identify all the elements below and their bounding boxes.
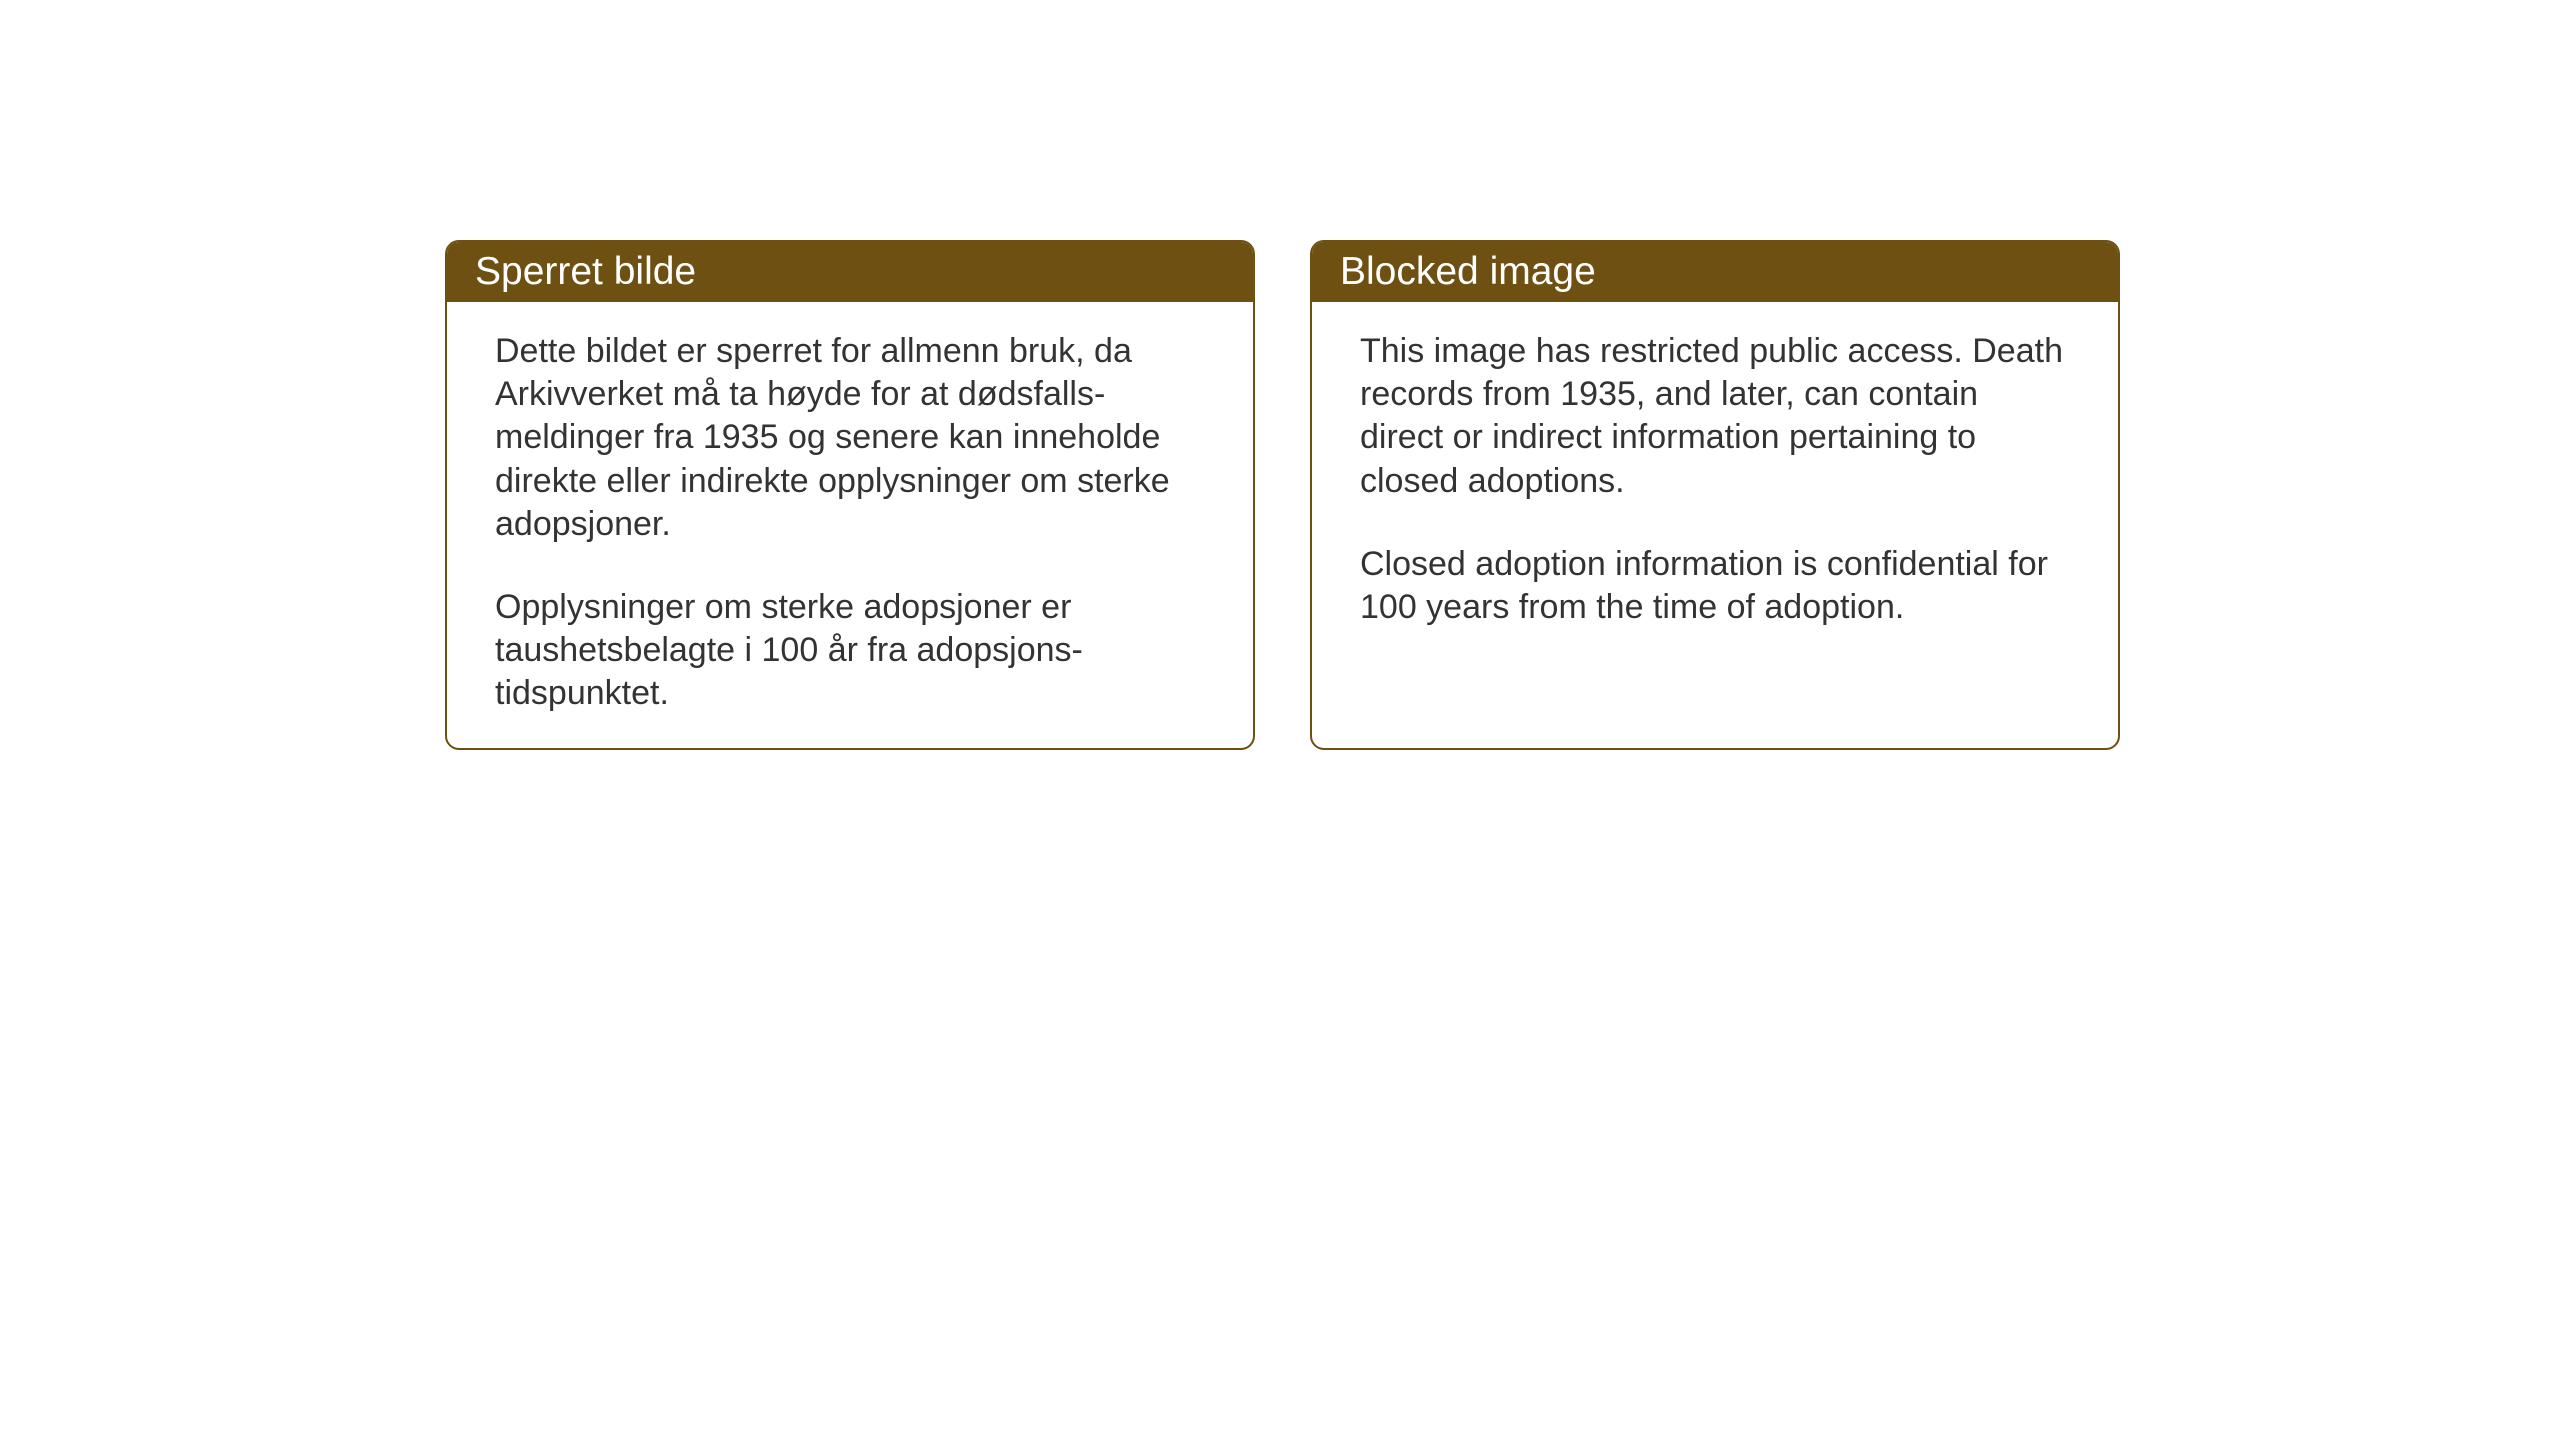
norwegian-card-title: Sperret bilde — [447, 242, 1253, 302]
english-paragraph-1: This image has restricted public access.… — [1360, 330, 2070, 503]
norwegian-paragraph-1: Dette bildet er sperret for allmenn bruk… — [495, 330, 1205, 546]
english-card-body: This image has restricted public access.… — [1312, 302, 2118, 669]
english-paragraph-2: Closed adoption information is confident… — [1360, 543, 2070, 629]
norwegian-paragraph-2: Opplysninger om sterke adopsjoner er tau… — [495, 586, 1205, 716]
norwegian-card-body: Dette bildet er sperret for allmenn bruk… — [447, 302, 1253, 750]
english-card: Blocked image This image has restricted … — [1310, 240, 2120, 750]
cards-container: Sperret bilde Dette bildet er sperret fo… — [445, 240, 2120, 750]
norwegian-card: Sperret bilde Dette bildet er sperret fo… — [445, 240, 1255, 750]
english-card-title: Blocked image — [1312, 242, 2118, 302]
